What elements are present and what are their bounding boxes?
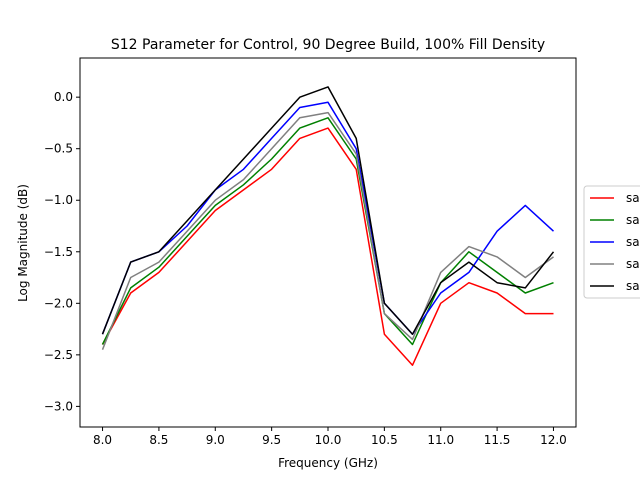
x-tick-label: 8.0 bbox=[93, 433, 112, 447]
chart-title: S12 Parameter for Control, 90 Degree Bui… bbox=[111, 37, 545, 53]
y-tick-label: −0.5 bbox=[44, 142, 73, 156]
y-tick-label: 0.0 bbox=[54, 90, 73, 104]
y-tick-label: −2.0 bbox=[44, 296, 73, 310]
plot-lines bbox=[101, 86, 555, 366]
x-axis: 8.0 8.5 9.0 9.5 10.0 10.5 11.0 11.5 12.0 bbox=[93, 427, 567, 447]
legend-label: sa bbox=[626, 191, 640, 205]
series-line-4 bbox=[101, 111, 554, 350]
x-axis-label: Frequency (GHz) bbox=[278, 456, 378, 470]
x-tick-label: 12.0 bbox=[540, 433, 567, 447]
x-tick-label: 10.0 bbox=[315, 433, 342, 447]
series-line-5 bbox=[101, 86, 555, 335]
x-tick-label: 9.0 bbox=[206, 433, 225, 447]
series-line-3 bbox=[101, 101, 555, 335]
legend-label: sa bbox=[626, 213, 640, 227]
x-tick-label: 11.5 bbox=[484, 433, 511, 447]
x-tick-label: 9.5 bbox=[262, 433, 281, 447]
y-tick-label: −1.0 bbox=[44, 193, 73, 207]
y-tick-label: −2.5 bbox=[44, 348, 73, 362]
y-tick-label: −1.5 bbox=[44, 245, 73, 259]
legend-label: sa bbox=[626, 279, 640, 293]
legend-label: sa bbox=[626, 235, 640, 249]
x-tick-label: 11.0 bbox=[427, 433, 454, 447]
legend-label: sa bbox=[626, 257, 640, 271]
y-tick-label: −3.0 bbox=[44, 399, 73, 413]
y-axis-label: Log Magnitude (dB) bbox=[16, 184, 30, 302]
legend: sa sa sa sa sa bbox=[583, 185, 640, 299]
series-line-2 bbox=[101, 117, 554, 346]
series-line-1 bbox=[101, 127, 554, 366]
y-axis: 0.0 −0.5 −1.0 −1.5 −2.0 −2.5 −3.0 bbox=[44, 90, 80, 413]
x-tick-label: 10.5 bbox=[371, 433, 398, 447]
x-tick-label: 8.5 bbox=[149, 433, 168, 447]
